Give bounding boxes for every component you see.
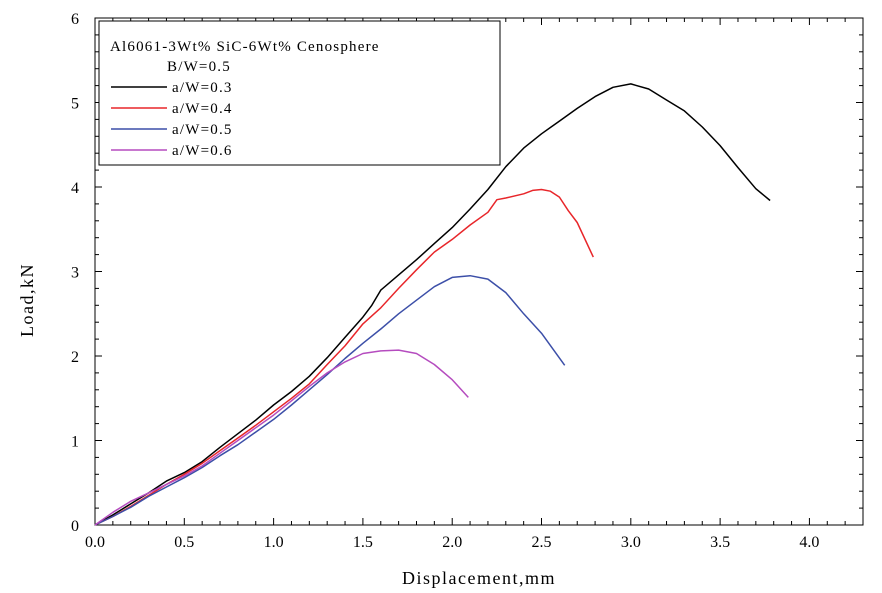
series-lines	[94, 83, 771, 526]
x-tick-label: 1.0	[264, 534, 284, 551]
y-tick-label: 6	[71, 11, 79, 28]
y-tick-label: 2	[71, 349, 79, 366]
y-tick-label: 0	[71, 518, 79, 535]
x-tick-label: 1.5	[353, 534, 373, 551]
legend-entries: a/W=0.3 a/W=0.4 a/W=0.5 a/W=0.6	[111, 80, 233, 159]
y-tick-label: 4	[71, 180, 79, 197]
x-tick-label: 0.5	[174, 534, 194, 551]
series-line-a-w-0-3	[94, 83, 771, 526]
x-tick-label: 3.0	[621, 534, 641, 551]
legend-box	[98, 20, 501, 166]
legend-label: a/W=0.4	[172, 101, 233, 117]
x-tick-label: 0.0	[85, 534, 105, 551]
legend-title-line-1: Al6061-3Wt% SiC-6Wt% Cenosphere	[110, 39, 380, 55]
legend-label: a/W=0.5	[172, 122, 233, 138]
axis-tick-labels: 0.0 0.5 1.0 1.5 2.0 2.5 3.0 3.5 4.0 0 1 2 3 4 5 6	[71, 11, 819, 551]
series-line-a-w-0-4	[94, 188, 594, 526]
y-axis-title: Load,kN	[17, 263, 37, 337]
y-tick-label: 3	[71, 265, 79, 282]
x-axis-title: Displacement,mm	[402, 568, 556, 588]
y-tick-label: 5	[71, 96, 79, 113]
x-tick-label: 2.0	[442, 534, 462, 551]
x-tick-label: 3.5	[710, 534, 730, 551]
series-line-a-w-0-5	[94, 274, 566, 526]
x-tick-label: 2.5	[532, 534, 552, 551]
legend-label: a/W=0.6	[172, 143, 233, 159]
legend-title-line-2: B/W=0.5	[167, 59, 231, 75]
legend-label: a/W=0.3	[172, 80, 233, 96]
x-tick-label: 4.0	[799, 534, 819, 551]
series-line-a-w-0-6	[94, 349, 469, 526]
y-tick-label: 1	[71, 434, 79, 451]
legend: Al6061-3Wt% SiC-6Wt% Cenosphere B/W=0.5 …	[98, 20, 501, 166]
